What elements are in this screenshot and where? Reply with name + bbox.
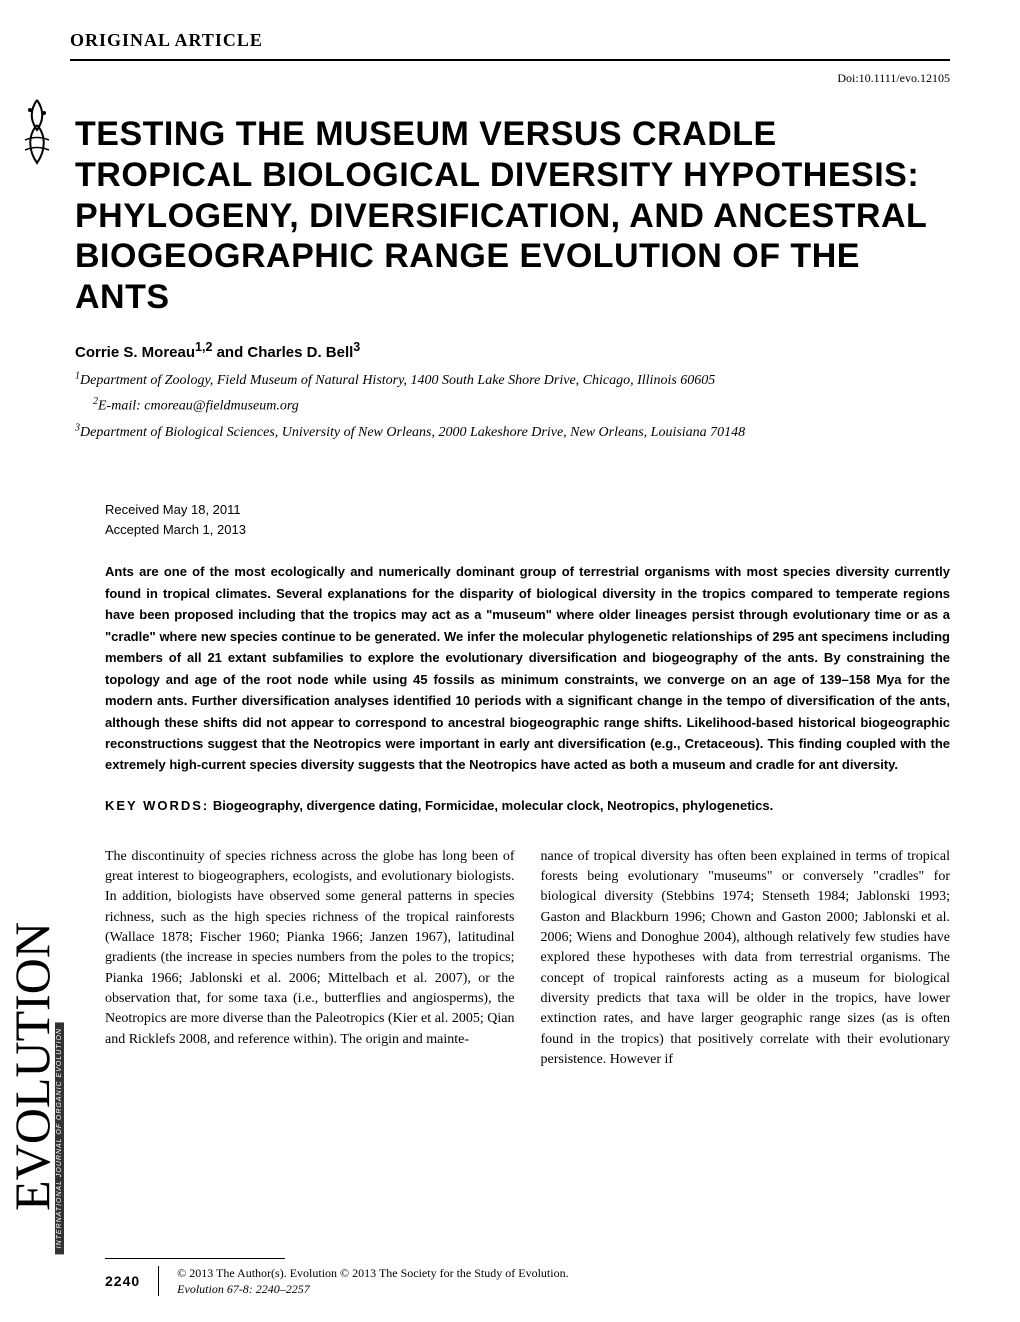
accepted-date: Accepted March 1, 2013 [105,520,950,540]
affil-3: Department of Biological Sciences, Unive… [80,425,745,440]
page-footer: 2240 © 2013 The Author(s). Evolution © 2… [105,1258,950,1297]
journal-logo-icon [10,95,65,170]
body-columns: The discontinuity of species richness ac… [75,847,950,1070]
body-col-right: nance of tropical diversity has often be… [541,847,951,1070]
author-line: Corrie S. Moreau1,2 and Charles D. Bell3 [75,340,950,361]
author-2-sup: 3 [353,340,360,354]
body-col-left: The discontinuity of species richness ac… [105,847,515,1070]
keywords-text: Biogeography, divergence dating, Formici… [213,798,773,813]
article-type-label: ORIGINAL ARTICLE [70,30,950,51]
article-title: TESTING THE MUSEUM VERSUS CRADLE TROPICA… [75,114,950,318]
sidebar-journal-name: EVOLUTION [12,922,52,1211]
footer-text-block: © 2013 The Author(s). Evolution © 2013 T… [177,1265,568,1297]
footer-separator [158,1266,159,1296]
page-number: 2240 [105,1273,140,1289]
affil-1: Department of Zoology, Field Museum of N… [80,373,715,388]
keywords-line: KEY WORDS: Biogeography, divergence dati… [75,798,950,813]
copyright-line: © 2013 The Author(s). Evolution © 2013 T… [177,1265,568,1281]
doi-text: Doi:10.1111/evo.12105 [0,61,1020,86]
sidebar-journal-brand: EVOLUTION INTERNATIONAL JOURNAL OF ORGAN… [2,922,62,1302]
author-and: and Charles D. Bell [212,344,353,361]
keywords-label: KEY WORDS: [105,798,209,813]
dates-block: Received May 18, 2011 Accepted March 1, … [75,500,950,539]
citation-line: Evolution 67-8: 2240–2257 [177,1281,568,1297]
sidebar-journal-tagline: INTERNATIONAL JOURNAL OF ORGANIC EVOLUTI… [55,1022,64,1254]
abstract-text: Ants are one of the most ecologically an… [75,561,950,775]
author-1: Corrie S. Moreau [75,344,195,361]
affil-2: E-mail: cmoreau@fieldmuseum.org [98,399,299,414]
footer-rule [105,1258,285,1259]
received-date: Received May 18, 2011 [105,500,950,520]
affiliations-block: 1Department of Zoology, Field Museum of … [75,367,950,445]
author-1-sup: 1,2 [195,340,212,354]
